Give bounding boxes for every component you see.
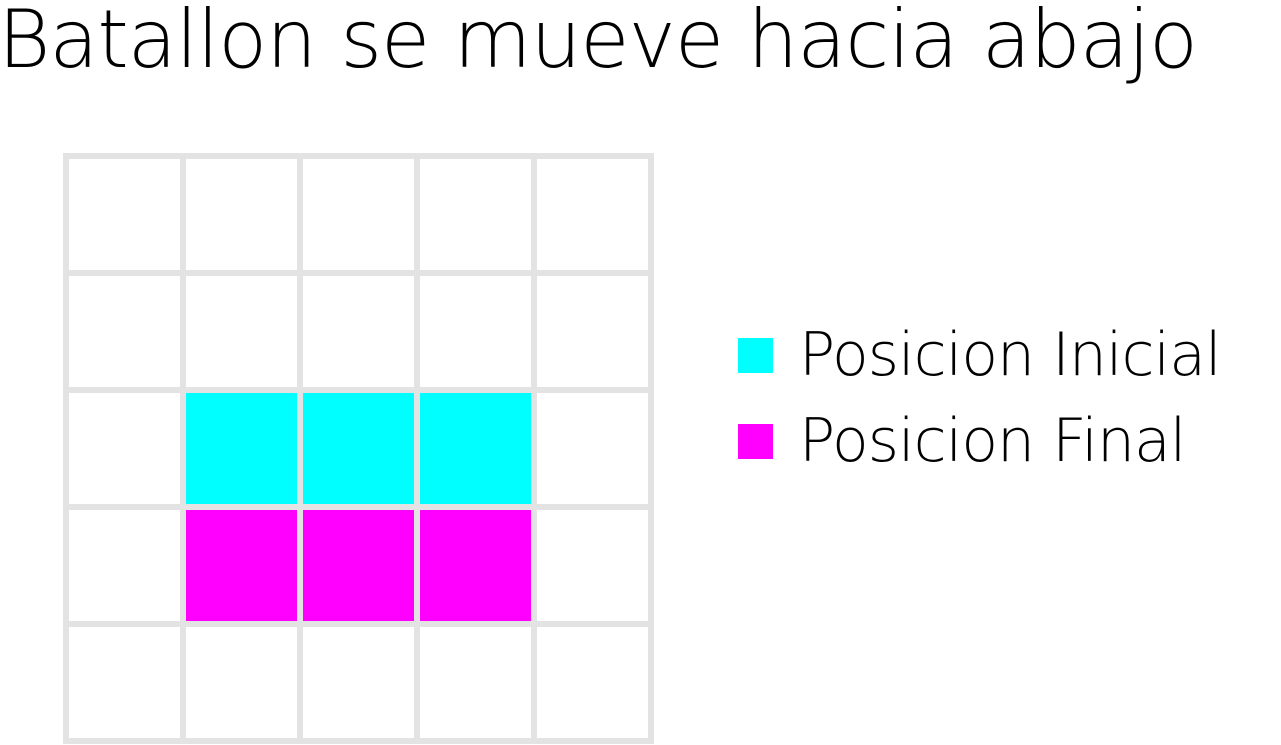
legend-swatch-inicial — [738, 337, 773, 373]
grid-cell — [303, 276, 414, 387]
grid-cell — [537, 159, 648, 270]
grid-cell-final — [186, 510, 297, 621]
grid-cell — [186, 276, 297, 387]
grid-cell — [69, 627, 180, 738]
grid-cell — [420, 276, 531, 387]
grid-cell — [69, 393, 180, 504]
grid-cell — [69, 159, 180, 270]
legend-label-inicial: Posicion Inicial — [799, 320, 1222, 390]
grid-cell — [186, 627, 297, 738]
grid-cell — [420, 627, 531, 738]
grid-cell — [303, 627, 414, 738]
legend: Posicion Inicial Posicion Final — [738, 312, 1222, 484]
diagram-title: Batallon se mueve hacia abajo — [0, 0, 1198, 86]
legend-item-inicial: Posicion Inicial — [738, 312, 1222, 398]
grid-cell-inicial — [420, 393, 531, 504]
grid-cell — [303, 159, 414, 270]
grid-cell-final — [420, 510, 531, 621]
legend-swatch-final — [738, 423, 773, 459]
grid-cell-inicial — [186, 393, 297, 504]
legend-item-final: Posicion Final — [738, 398, 1221, 484]
grid-cell-final — [303, 510, 414, 621]
grid-cell-inicial — [303, 393, 414, 504]
grid-cell — [537, 276, 648, 387]
grid-cell — [186, 159, 297, 270]
grid-cell — [420, 159, 531, 270]
grid-cell — [537, 627, 648, 738]
grid-cell — [537, 510, 648, 621]
grid-cell — [537, 393, 648, 504]
legend-label-final: Posicion Final — [799, 406, 1186, 476]
grid-cell — [69, 276, 180, 387]
grid-cell — [69, 510, 180, 621]
